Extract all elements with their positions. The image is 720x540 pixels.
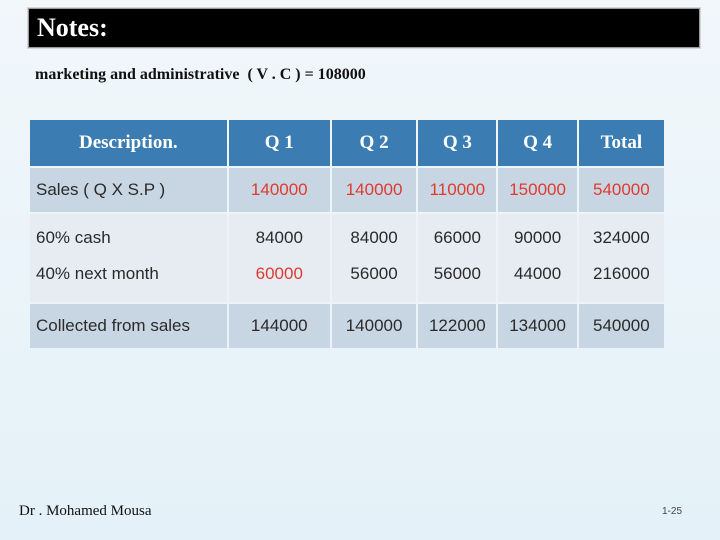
sales-q2: 140000 bbox=[331, 168, 417, 212]
sales-q3: 110000 bbox=[418, 168, 497, 212]
collected-q2: 140000 bbox=[331, 304, 417, 348]
collected-total: 540000 bbox=[578, 304, 664, 348]
slide-number: 1-25 bbox=[662, 506, 683, 517]
next-month-total: 216000 bbox=[592, 264, 650, 283]
sales-total: 540000 bbox=[578, 168, 664, 212]
slide-title: Notes: bbox=[37, 13, 108, 42]
slide-subtitle: marketing and administrative ( V . C ) =… bbox=[35, 66, 366, 83]
cash-label: 60% cash bbox=[36, 228, 111, 247]
next-month-q2: 56000 bbox=[350, 264, 398, 283]
collections-q1-cell: 84000 60000 bbox=[228, 214, 330, 302]
cash-total: 324000 bbox=[592, 228, 650, 247]
collections-q4-cell: 90000 44000 bbox=[498, 214, 577, 302]
cash-q4: 90000 bbox=[513, 228, 562, 247]
sales-label: Sales ( Q X S.P ) bbox=[30, 168, 227, 212]
table-row-collected: Collected from sales 144000 140000 12200… bbox=[30, 304, 664, 348]
header-q3: Q 3 bbox=[418, 120, 497, 166]
cash-q2: 84000 bbox=[350, 228, 398, 247]
cash-collection-table: Description. Q 1 Q 2 Q 3 Q 4 Total Sales… bbox=[28, 118, 666, 350]
header-total: Total bbox=[578, 120, 664, 166]
table-row-sales: Sales ( Q X S.P ) 140000 140000 110000 1… bbox=[30, 168, 664, 212]
table-header-row: Description. Q 1 Q 2 Q 3 Q 4 Total bbox=[30, 120, 664, 166]
collections-total-cell: 324000 216000 bbox=[578, 214, 664, 302]
next-month-q3: 56000 bbox=[433, 264, 481, 283]
slide-title-bar: Notes: bbox=[28, 8, 700, 48]
collections-q3-cell: 66000 56000 bbox=[418, 214, 497, 302]
header-q4: Q 4 bbox=[498, 120, 577, 166]
header-q2: Q 2 bbox=[331, 120, 417, 166]
header-description: Description. bbox=[30, 120, 227, 166]
collections-labels-cell: 60% cash 40% next month bbox=[30, 214, 227, 302]
next-month-label: 40% next month bbox=[36, 264, 159, 283]
header-q1: Q 1 bbox=[228, 120, 330, 166]
next-month-q1: 60000 bbox=[255, 264, 303, 283]
sales-q4: 150000 bbox=[498, 168, 577, 212]
collected-q4: 134000 bbox=[498, 304, 577, 348]
next-month-q4: 44000 bbox=[513, 264, 562, 283]
collections-q2-cell: 84000 56000 bbox=[331, 214, 417, 302]
author-footer: Dr . Mohamed Mousa bbox=[19, 503, 152, 519]
collected-q3: 122000 bbox=[418, 304, 497, 348]
cash-q1: 84000 bbox=[255, 228, 303, 247]
sales-q1: 140000 bbox=[228, 168, 330, 212]
collected-q1: 144000 bbox=[228, 304, 330, 348]
collected-label: Collected from sales bbox=[30, 304, 227, 348]
table-row-collections: 60% cash 40% next month 84000 60000 8400… bbox=[30, 214, 664, 302]
cash-q3: 66000 bbox=[433, 228, 481, 247]
